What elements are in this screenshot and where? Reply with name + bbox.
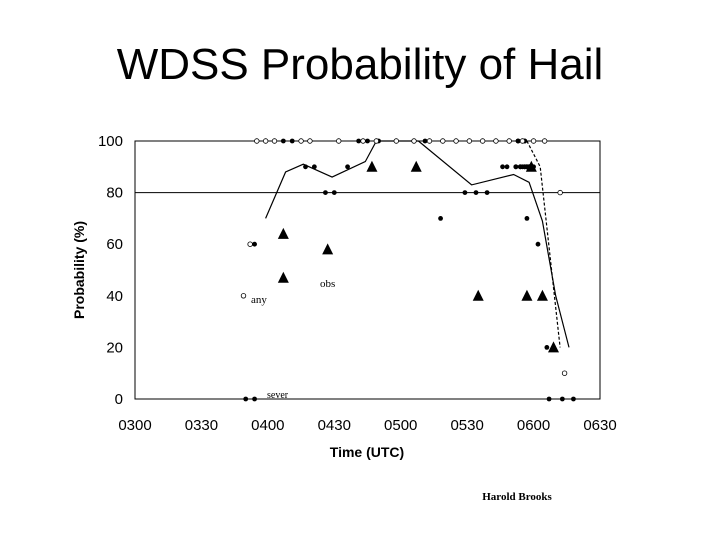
filled-circle-point xyxy=(484,190,490,196)
triangle-point xyxy=(536,289,548,301)
filled-circle-point xyxy=(311,164,317,170)
triangle-point xyxy=(548,341,559,353)
open-circle-point xyxy=(298,138,304,144)
x-tick-label: 0300 xyxy=(118,417,151,434)
triangle-point xyxy=(472,289,484,301)
open-circle-point xyxy=(247,241,253,247)
triangle-point xyxy=(277,271,289,283)
solid-series-line xyxy=(265,140,570,348)
filled-circle-point xyxy=(438,216,443,221)
y-tick-label: 0 xyxy=(115,391,123,408)
x-tick-label: 0530 xyxy=(450,417,483,434)
x-tick-label: 0400 xyxy=(251,417,284,434)
filled-circle-point xyxy=(520,164,525,170)
y-axis-label: Probability (%) xyxy=(71,221,87,319)
y-tick-label: 20 xyxy=(106,339,123,356)
open-circle-point xyxy=(453,138,459,144)
chart-marks xyxy=(240,138,576,402)
open-circle-point xyxy=(254,138,260,144)
open-circle-point xyxy=(466,138,473,144)
filled-circle-point xyxy=(289,138,295,144)
x-axis-label: Time (UTC) xyxy=(330,444,404,460)
filled-circle-point xyxy=(515,138,521,144)
open-circle-point xyxy=(493,138,499,144)
annotation-any: any xyxy=(251,294,267,306)
filled-circle-point xyxy=(303,164,308,170)
x-tick-label: 0500 xyxy=(384,417,417,434)
series-lines xyxy=(265,140,570,348)
open-circle-point xyxy=(336,138,342,144)
open-circle-point xyxy=(541,138,548,144)
open-circle-point xyxy=(360,138,366,144)
filled-circle-point xyxy=(331,190,337,196)
filled-circle-point xyxy=(280,138,286,144)
annotation-sever: sever xyxy=(267,390,289,401)
y-tick-label: 80 xyxy=(106,185,123,202)
open-circle-point xyxy=(373,138,380,144)
open-circle-point xyxy=(426,138,433,144)
filled-circle-point xyxy=(345,164,350,170)
triangle-point xyxy=(322,243,334,255)
y-tick-label: 60 xyxy=(106,236,123,253)
open-circle-point xyxy=(393,138,399,144)
open-circle-point xyxy=(530,138,537,144)
x-tick-label: 0430 xyxy=(318,417,351,434)
filled-circle-point xyxy=(500,164,505,170)
y-tick-label: 40 xyxy=(106,288,123,305)
filled-circle-point xyxy=(252,396,257,402)
open-circle-point xyxy=(440,138,446,144)
filled-circle-point xyxy=(513,164,519,170)
triangle-point xyxy=(525,160,537,172)
filled-circle-point xyxy=(252,241,257,247)
y-axis-ticks: 0 20 40 60 80 100 xyxy=(98,133,123,408)
filled-circle-point xyxy=(422,138,428,144)
open-circle-point xyxy=(307,138,313,144)
filled-circle-point xyxy=(356,138,362,144)
x-axis-ticks: 0300 0330 0400 0430 0500 0530 0600 0630 xyxy=(118,417,616,434)
x-tick-label: 0330 xyxy=(185,417,218,434)
filled-circle-point xyxy=(365,138,370,144)
open-circle-point xyxy=(506,138,512,144)
open-circle-point xyxy=(557,189,563,196)
open-circle-point xyxy=(479,138,486,144)
plot-border xyxy=(134,140,601,400)
open-circle-point xyxy=(240,293,247,299)
open-circle-point xyxy=(411,138,417,144)
page-title: WDSS Probability of Hail xyxy=(116,40,604,89)
triangle-point xyxy=(521,289,533,301)
open-circle-point xyxy=(271,138,278,144)
filled-circle-point xyxy=(524,216,530,221)
filled-circle-point xyxy=(535,241,541,247)
x-tick-label: 0630 xyxy=(583,417,616,434)
credit-text: Harold Brooks xyxy=(482,491,552,503)
dashed-series-line xyxy=(526,140,561,348)
filled-circle-point xyxy=(544,345,550,350)
filled-circle-point xyxy=(571,396,576,402)
filled-circle-point xyxy=(504,164,510,170)
plot-frame xyxy=(134,140,601,400)
open-circle-point xyxy=(519,138,526,144)
filled-circle-point xyxy=(559,396,565,402)
y-tick-label: 100 xyxy=(98,133,123,150)
filled-circle-point xyxy=(323,190,328,196)
filled-circle-point xyxy=(462,190,468,196)
triangle-point xyxy=(410,160,422,172)
triangle-point xyxy=(366,160,378,172)
triangle-point xyxy=(277,227,289,239)
filled-circle-point xyxy=(473,190,479,196)
filled-circle-point xyxy=(243,396,249,402)
annotation-obs: obs xyxy=(320,278,335,290)
x-tick-label: 0600 xyxy=(517,417,550,434)
open-circle-point xyxy=(262,138,269,144)
open-circle-point xyxy=(561,370,568,376)
filled-circle-point xyxy=(546,396,552,402)
